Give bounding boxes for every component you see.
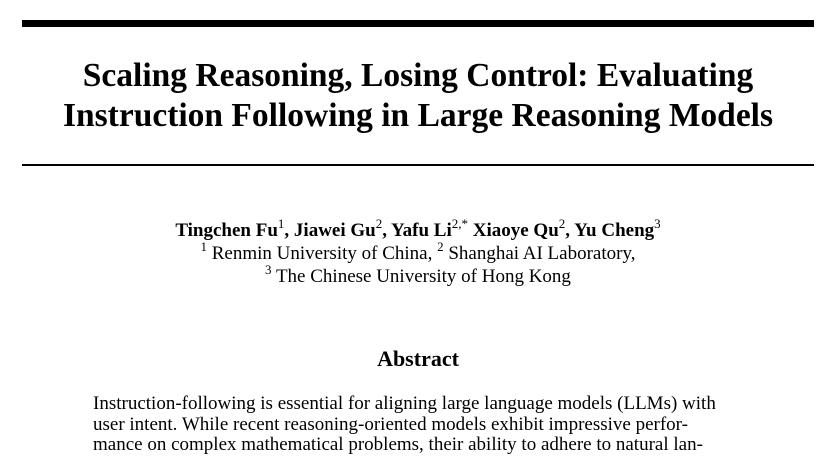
affiliation-mark: 1	[200, 238, 208, 254]
author-name: Yu Cheng	[574, 220, 655, 241]
author-name: Tingchen Fu	[175, 220, 278, 241]
title-line-2: Instruction Following in Large Reasoning…	[62, 97, 774, 134]
affiliation-name: Shanghai AI Laboratory,	[443, 243, 636, 264]
author-block: Tingchen Fu1, Jiawei Gu2, Yafu Li2,* Xia…	[0, 215, 836, 288]
title-line-1: Scaling Reasoning, Losing Control: Evalu…	[82, 57, 754, 94]
author-separator: ,	[382, 220, 392, 241]
author-affiliation-mark: 2	[375, 215, 383, 231]
abstract-heading: Abstract	[377, 346, 459, 371]
abstract-body: Instruction-following is essential for a…	[93, 393, 745, 456]
author-affiliation-mark: 2,*	[451, 215, 468, 231]
author-separator: ,	[284, 220, 294, 241]
author-affiliation-mark: 3	[654, 215, 661, 231]
author-list: Tingchen Fu1, Jiawei Gu2, Yafu Li2,* Xia…	[0, 215, 836, 242]
abstract-line: mance on complex mathematical problems, …	[93, 434, 703, 455]
affiliation-name: The Chinese University of Hong Kong	[271, 266, 571, 287]
top-rule	[22, 20, 814, 27]
paper-title: Scaling Reasoning, Losing Control: Evalu…	[22, 56, 814, 136]
author-affiliation-mark: 2	[558, 215, 566, 231]
abstract-line: user intent. While recent reasoning-orie…	[93, 413, 688, 435]
affiliation-mark: 3	[265, 261, 272, 277]
author-name: Jiawei Gu	[293, 220, 376, 241]
affiliation-line-2: 3 The Chinese University of Hong Kong	[0, 261, 836, 288]
affiliation-mark: 2	[437, 238, 444, 254]
affiliation-name: Renmin University of China,	[207, 243, 438, 264]
author-name: Yafu Li	[391, 220, 452, 241]
author-separator: ,	[565, 220, 575, 241]
title-bottom-rule	[22, 164, 814, 166]
abstract-line: Instruction-following is essential for a…	[93, 393, 716, 414]
author-name: Xiaoye Qu	[472, 220, 559, 241]
affiliation-line-1: 1 Renmin University of China, 2 Shanghai…	[0, 238, 836, 265]
author-affiliation-mark: 1	[277, 215, 285, 231]
